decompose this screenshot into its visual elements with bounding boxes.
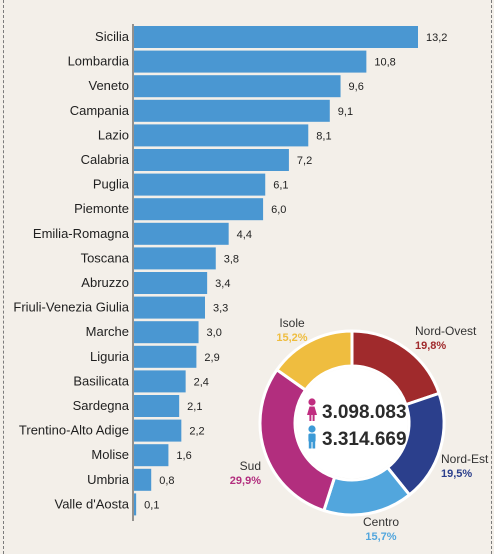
value-label-puglia: 6,1	[273, 180, 288, 192]
bar-friuli-venezia-giulia	[134, 296, 205, 319]
segment-percent-sud: 29,9%	[230, 475, 261, 487]
bar-molise	[134, 444, 169, 467]
bar-campania	[134, 99, 330, 122]
segment-name-sud: Sud	[240, 459, 261, 473]
value-label-veneto: 9,6	[349, 81, 364, 93]
bar-marche	[134, 321, 199, 344]
category-label-molise: Molise	[91, 447, 129, 462]
value-label-molise: 1,6	[176, 450, 191, 462]
value-label-lazio: 8,1	[316, 130, 331, 142]
female-icon	[307, 398, 317, 421]
category-label-abruzzo: Abruzzo	[81, 275, 129, 290]
bar-basilicata	[134, 370, 186, 393]
total-female: 3.098.083	[322, 402, 407, 423]
bar-liguria	[134, 345, 197, 368]
bar-veneto	[134, 75, 341, 98]
category-label-friuli-venezia-giulia: Friuli-Venezia Giulia	[13, 300, 129, 315]
segment-percent-nord-ovest: 19,8%	[415, 340, 446, 352]
value-label-sardegna: 2,1	[187, 401, 202, 413]
value-label-umbria: 0,8	[159, 475, 174, 487]
donut-center	[296, 367, 408, 479]
segment-percent-nord-est: 19,5%	[441, 468, 472, 480]
segment-name-centro: Centro	[363, 515, 399, 529]
bar-toscana	[134, 247, 216, 270]
bar-chart: Sicilia 13,2 Lombardia 10,8 Veneto 9,6 Campani…	[13, 26, 447, 516]
category-label-calabria: Calabria	[81, 152, 130, 167]
category-label-veneto: Veneto	[89, 78, 130, 93]
value-label-piemonte: 6,0	[271, 204, 286, 216]
bar-emilia-romagna	[134, 222, 229, 245]
dashed-frame-right	[491, 0, 492, 554]
category-label-toscana: Toscana	[81, 250, 130, 265]
value-label-calabria: 7,2	[297, 155, 312, 167]
category-label-sardegna: Sardegna	[73, 398, 130, 413]
segment-name-nord-ovest: Nord-Ovest	[415, 324, 477, 338]
bar-piemonte	[134, 198, 264, 221]
value-label-basilicata: 2,4	[194, 376, 209, 388]
category-label-umbria: Umbria	[87, 472, 130, 487]
value-label-campania: 9,1	[338, 106, 353, 118]
category-label-piemonte: Piemonte	[74, 201, 129, 216]
category-label-sicilia: Sicilia	[95, 29, 130, 44]
value-label-valle-d-aosta: 0,1	[144, 499, 159, 511]
bar-sicilia	[134, 26, 418, 48]
category-label-emilia-romagna: Emilia-Romagna	[33, 226, 130, 241]
category-label-lazio: Lazio	[98, 127, 129, 142]
dashed-frame-left	[3, 0, 4, 554]
bar-calabria	[134, 149, 289, 171]
value-label-emilia-romagna: 4,4	[237, 229, 252, 241]
segment-percent-isole: 15,2%	[276, 332, 307, 344]
bar-valle-d-aosta	[134, 493, 137, 516]
value-label-toscana: 3,8	[224, 253, 239, 265]
value-label-abruzzo: 3,4	[215, 278, 230, 290]
value-label-trentino-alto-adige: 2,2	[189, 426, 204, 438]
value-label-sicilia: 13,2	[426, 32, 447, 44]
category-label-liguria: Liguria	[90, 349, 130, 364]
bar-trentino-alto-adige	[134, 419, 182, 442]
value-label-liguria: 2,9	[204, 352, 219, 364]
bar-sardegna	[134, 395, 180, 417]
category-label-basilicata: Basilicata	[73, 373, 129, 388]
bar-puglia	[134, 173, 266, 196]
value-label-marche: 3,0	[207, 327, 222, 339]
category-label-marche: Marche	[86, 324, 129, 339]
male-icon	[308, 425, 316, 449]
value-label-lombardia: 10,8	[374, 57, 395, 69]
bar-lombardia	[134, 50, 367, 73]
segment-name-nord-est: Nord-Est	[441, 452, 489, 466]
segment-name-isole: Isole	[279, 316, 305, 330]
segment-percent-centro: 15,7%	[365, 531, 396, 543]
category-label-puglia: Puglia	[93, 177, 130, 192]
category-label-trentino-alto-adige: Trentino-Alto Adige	[19, 423, 129, 438]
bar-lazio	[134, 124, 309, 147]
donut-segment-isole	[275, 329, 354, 392]
total-male: 3.314.669	[322, 429, 407, 450]
donut-chart: Nord-Ovest 19,8% Nord-Est 19,5% Centro 15,7% S…	[230, 316, 489, 543]
category-label-lombardia: Lombardia	[68, 54, 130, 69]
bar-umbria	[134, 468, 152, 491]
value-label-friuli-venezia-giulia: 3,3	[213, 303, 228, 315]
category-label-campania: Campania	[70, 103, 130, 118]
category-label-valle-d-aosta: Valle d'Aosta	[54, 496, 129, 511]
bar-abruzzo	[134, 272, 208, 294]
